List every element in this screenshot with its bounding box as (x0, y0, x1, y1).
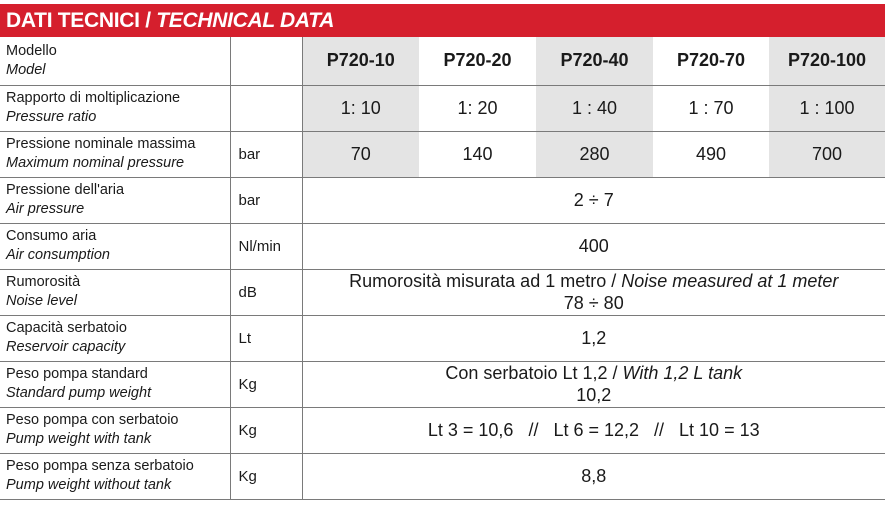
title-separator: / (139, 9, 157, 32)
row-label-pressure-ratio: Rapporto di moltiplicazione Pressure rati… (0, 85, 231, 132)
model-header-cell: P720-70 (653, 37, 769, 86)
noise-value: 78 ÷ 80 (563, 293, 624, 313)
standard-weight-note: Con serbatoio Lt 1,2 / With 1,2 L tank (445, 363, 743, 383)
row-unit-weight-without-tank: Kg (230, 453, 303, 500)
table-row-pressure-ratio: Rapporto di moltiplicazione Pressure rati… (0, 85, 885, 132)
row-label-air-consumption: Consumo aria Air consumption (0, 223, 231, 270)
table-row-air-consumption: Consumo aria Air consumption Nl/min 400 (0, 223, 885, 270)
value-cell: 2 ÷ 7 (302, 177, 885, 224)
row-unit-weight-with-tank: Kg (230, 407, 303, 454)
row-unit-pressure-ratio (230, 85, 303, 132)
noise-note: Rumorosità misurata ad 1 metro / Noise m… (349, 271, 839, 291)
row-unit-max-pressure: bar (230, 131, 303, 178)
model-header-cell: P720-40 (536, 37, 653, 86)
row-label-reservoir-capacity: Capacità serbatoio Reservoir capacity (0, 315, 231, 362)
table-row-weight-without-tank: Peso pompa senza serbatoio Pump weight wi… (0, 453, 885, 500)
value-cell: Lt 3 = 10,6 // Lt 6 = 12,2 // Lt 10 = 13 (302, 407, 885, 454)
model-header-cell: P720-10 (302, 37, 419, 86)
value-cell: 1 : 40 (536, 85, 653, 132)
standard-weight-value: 10,2 (576, 385, 612, 405)
row-label-max-pressure: Pressione nominale massima Maximum nomina… (0, 131, 231, 178)
row-unit-air-consumption: Nl/min (230, 223, 303, 270)
row-label-weight-with-tank: Peso pompa con serbatoio Pump weight with… (0, 407, 231, 454)
section-header: DATI TECNICI / TECHNICAL DATA (0, 4, 885, 37)
model-header-cell: P720-100 (769, 37, 885, 86)
table-row-air-pressure: Pressione dell'aria Air pressure bar 2 ÷ … (0, 177, 885, 224)
value-cell: 8,8 (302, 453, 885, 500)
value-cell: 1: 10 (302, 85, 419, 132)
value-cell: 490 (653, 131, 769, 178)
value-cell: 1 : 100 (769, 85, 885, 132)
row-unit-air-pressure: bar (230, 177, 303, 224)
model-header-cell: P720-20 (419, 37, 536, 86)
table-row-model: Modello Model P720-10 P720-20 P720-40 P72… (0, 37, 885, 86)
table-row-weight-with-tank: Peso pompa con serbatoio Pump weight with… (0, 407, 885, 454)
value-cell: 140 (419, 131, 536, 178)
value-cell: Con serbatoio Lt 1,2 / With 1,2 L tank 1… (302, 361, 885, 408)
row-label-model: Modello Model (0, 37, 231, 86)
row-label-noise-level: Rumorosità Noise level (0, 269, 231, 316)
row-unit-standard-weight: Kg (230, 361, 303, 408)
technical-data-table: Modello Model P720-10 P720-20 P720-40 P72… (0, 37, 885, 500)
value-cell: Rumorosità misurata ad 1 metro / Noise m… (302, 269, 885, 316)
row-unit-model (230, 37, 303, 86)
row-unit-noise-level: dB (230, 269, 303, 316)
value-cell: 280 (536, 131, 653, 178)
value-cell: 1,2 (302, 315, 885, 362)
value-cell: 70 (302, 131, 419, 178)
table-row-noise-level: Rumorosità Noise level dB Rumorosità misu… (0, 269, 885, 316)
row-label-weight-without-tank: Peso pompa senza serbatoio Pump weight wi… (0, 453, 231, 500)
value-cell: 1: 20 (419, 85, 536, 132)
value-cell: 1 : 70 (653, 85, 769, 132)
title-italian: DATI TECNICI (6, 9, 140, 32)
table-row-reservoir-capacity: Capacità serbatoio Reservoir capacity Lt … (0, 315, 885, 362)
value-cell: 700 (769, 131, 885, 178)
value-cell: 400 (302, 223, 885, 270)
table-row-max-pressure: Pressione nominale massima Maximum nomina… (0, 131, 885, 178)
title-english: TECHNICAL DATA (156, 9, 335, 32)
table-row-standard-weight: Peso pompa standard Standard pump weight … (0, 361, 885, 408)
row-label-standard-weight: Peso pompa standard Standard pump weight (0, 361, 231, 408)
row-label-air-pressure: Pressione dell'aria Air pressure (0, 177, 231, 224)
row-unit-reservoir-capacity: Lt (230, 315, 303, 362)
